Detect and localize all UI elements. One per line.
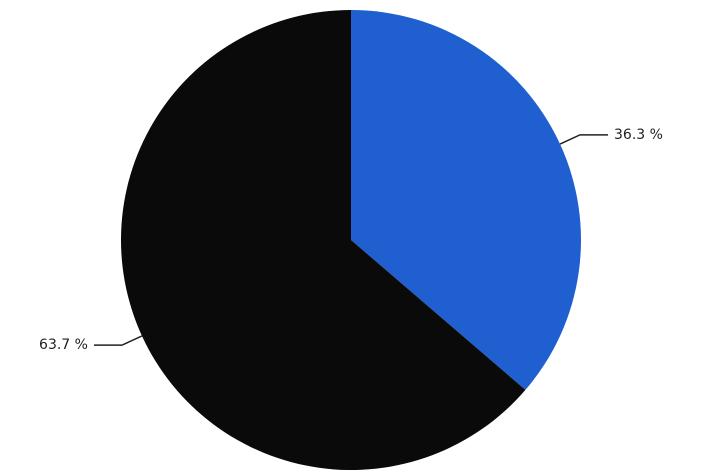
data-label: 36.3 %	[614, 127, 663, 143]
pie-slice	[120, 10, 526, 470]
leader-line	[559, 134, 609, 145]
pie-slice	[351, 10, 581, 390]
data-label: 63.7 %	[39, 337, 88, 353]
leader-line	[93, 335, 143, 346]
